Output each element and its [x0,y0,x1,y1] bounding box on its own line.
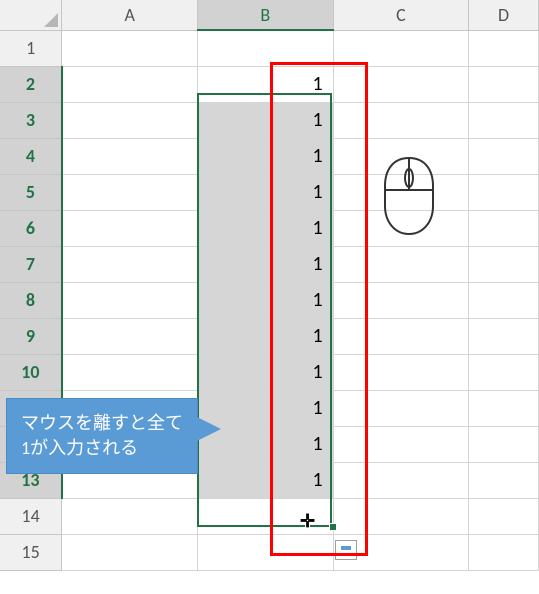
col-header-B[interactable]: B [197,0,333,30]
grid-row: 91 [0,318,539,354]
cell-D4[interactable] [469,138,539,174]
cell-D12[interactable] [469,426,539,462]
cell-C12[interactable] [333,426,469,462]
cell-A10[interactable] [62,354,198,390]
grid-row: 1 [0,30,539,66]
fill-handle[interactable] [329,523,337,531]
cell-C1[interactable] [333,30,469,66]
spreadsheet-viewport: A B C D 12131415161718191101111121131141… [0,0,539,594]
cell-D10[interactable] [469,354,539,390]
cell-A4[interactable] [62,138,198,174]
row-header-9[interactable]: 9 [0,318,62,354]
cell-D6[interactable] [469,210,539,246]
grid-row: 21 [0,66,539,102]
cell-B1[interactable] [197,30,333,66]
mouse-icon [381,156,437,236]
cell-A8[interactable] [62,282,198,318]
cell-D9[interactable] [469,318,539,354]
row-header-14[interactable]: 14 [0,498,62,534]
grid-row: 14 [0,498,539,534]
row-header-1[interactable]: 1 [0,30,62,66]
cell-D11[interactable] [469,390,539,426]
cell-D14[interactable] [469,498,539,534]
select-all-corner[interactable] [0,0,62,30]
cell-D15[interactable] [469,534,539,570]
cell-D3[interactable] [469,102,539,138]
cell-D8[interactable] [469,282,539,318]
cell-C11[interactable] [333,390,469,426]
cell-B3[interactable]: 1 [197,102,333,138]
cell-A3[interactable] [62,102,198,138]
cell-C2[interactable] [333,66,469,102]
row-header-10[interactable]: 10 [0,354,62,390]
cell-A7[interactable] [62,246,198,282]
cell-B10[interactable]: 1 [197,354,333,390]
col-header-A[interactable]: A [62,0,198,30]
grid-row: 71 [0,246,539,282]
cell-B13[interactable]: 1 [197,462,333,498]
cell-B15[interactable] [197,534,333,570]
col-header-C[interactable]: C [333,0,469,30]
grid-row: 41 [0,138,539,174]
grid-row: 51 [0,174,539,210]
cell-A6[interactable] [62,210,198,246]
row-header-4[interactable]: 4 [0,138,62,174]
grid-row: 61 [0,210,539,246]
cell-B5[interactable]: 1 [197,174,333,210]
cell-B14[interactable] [197,498,333,534]
cell-D13[interactable] [469,462,539,498]
cell-A15[interactable] [62,534,198,570]
cell-A9[interactable] [62,318,198,354]
cell-D5[interactable] [469,174,539,210]
annotation-callout: マウスを離すと全て 1が入力される [6,398,198,474]
row-header-2[interactable]: 2 [0,66,62,102]
column-header-row: A B C D [0,0,539,30]
cell-B8[interactable]: 1 [197,282,333,318]
grid-row: 81 [0,282,539,318]
row-header-5[interactable]: 5 [0,174,62,210]
cell-C9[interactable] [333,318,469,354]
cell-A1[interactable] [62,30,198,66]
autofill-options-button[interactable] [335,540,357,560]
grid-row: 31 [0,102,539,138]
cell-D1[interactable] [469,30,539,66]
cell-C3[interactable] [333,102,469,138]
cell-B9[interactable]: 1 [197,318,333,354]
cell-D7[interactable] [469,246,539,282]
cell-B7[interactable]: 1 [197,246,333,282]
grid-row: 10 1 [0,354,539,390]
row-header-6[interactable]: 6 [0,210,62,246]
cell-A2[interactable] [62,66,198,102]
cell-D2[interactable] [469,66,539,102]
col-header-D[interactable]: D [469,0,539,30]
row-header-8[interactable]: 8 [0,282,62,318]
row-header-7[interactable]: 7 [0,246,62,282]
cell-C13[interactable] [333,462,469,498]
grid-body: 121314151617181911011111211311415 [0,30,539,570]
cell-B2[interactable]: 1 [197,66,333,102]
row-header-15[interactable]: 15 [0,534,62,570]
cell-B6[interactable]: 1 [197,210,333,246]
callout-line-2: 1が入力される [21,437,138,459]
cell-A14[interactable] [62,498,198,534]
cell-C14[interactable] [333,498,469,534]
row-header-3[interactable]: 3 [0,102,62,138]
spreadsheet-grid[interactable]: A B C D 12131415161718191101111121131141… [0,0,539,571]
cell-C10[interactable] [333,354,469,390]
cell-B4[interactable]: 1 [197,138,333,174]
grid-row: 15 [0,534,539,570]
cell-A5[interactable] [62,174,198,210]
callout-line-1: マウスを離すと全て [21,412,183,434]
cell-C8[interactable] [333,282,469,318]
cell-C7[interactable] [333,246,469,282]
